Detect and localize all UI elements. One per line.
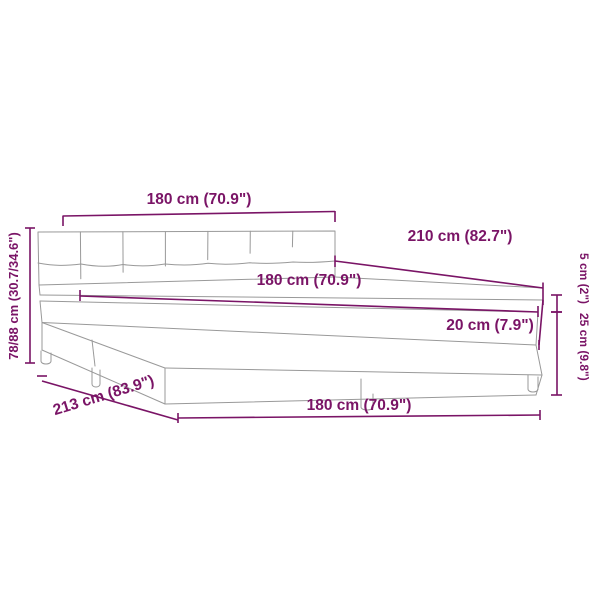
svg-text:180 cm (70.9"): 180 cm (70.9") bbox=[307, 397, 412, 414]
svg-text:25 cm (9.8"): 25 cm (9.8") bbox=[577, 313, 591, 381]
svg-text:210 cm (82.7"): 210 cm (82.7") bbox=[408, 228, 513, 245]
svg-text:78/88 cm (30.7/34.6"): 78/88 cm (30.7/34.6") bbox=[6, 232, 21, 360]
svg-text:20 cm (7.9"): 20 cm (7.9") bbox=[446, 317, 533, 334]
svg-text:213 cm (83.9"): 213 cm (83.9") bbox=[51, 372, 156, 419]
svg-text:180 cm (70.9"): 180 cm (70.9") bbox=[147, 191, 252, 208]
svg-text:5 cm (2"): 5 cm (2") bbox=[577, 253, 591, 304]
svg-text:180 cm (70.9"): 180 cm (70.9") bbox=[257, 272, 362, 289]
